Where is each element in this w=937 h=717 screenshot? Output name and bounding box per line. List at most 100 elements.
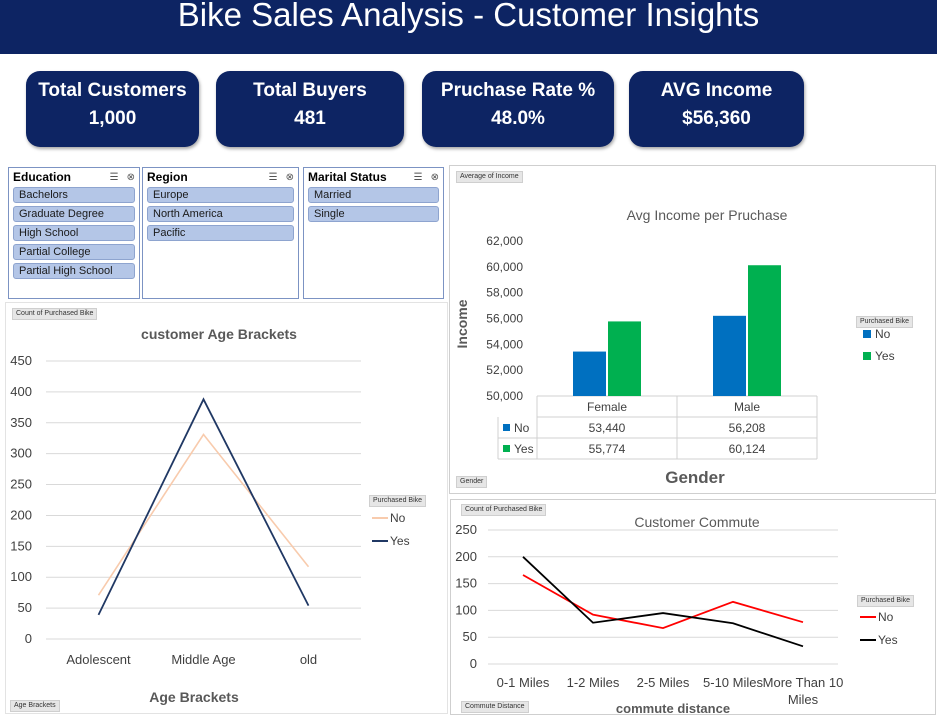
x-tick-label: More Than 10 (763, 675, 844, 690)
age-chart-panel: Count of Purchased Bike Purchased Bike A… (5, 302, 448, 714)
kpi-label: Total Customers (38, 80, 187, 101)
y-tick-label: 58,000 (486, 286, 523, 300)
x-tick-label: 0-1 Miles (497, 675, 550, 690)
pivot-legend-button[interactable]: Purchased Bike (369, 495, 427, 507)
y-tick-label: 50,000 (486, 389, 523, 403)
multi-select-icon[interactable]: ☰ (413, 171, 423, 183)
slicer-item-married[interactable]: Married (308, 187, 439, 203)
x-tick-label: Miles (788, 692, 819, 707)
legend-label: Yes (390, 534, 410, 548)
y-tick-label: 0 (25, 631, 32, 646)
income-chart-panel: Average of Income Purchased Bike Gender … (449, 165, 936, 494)
y-tick-label: 450 (10, 353, 32, 368)
slicer-item-partial-college[interactable]: Partial College (13, 244, 135, 260)
legend-key (863, 352, 871, 360)
slicer-region: Region ☰ ⊗ Europe North America Pacific (142, 167, 299, 299)
y-tick-label: 250 (10, 477, 32, 492)
x-tick-label: old (300, 652, 317, 667)
legend-key (863, 330, 871, 338)
y-tick-label: 56,000 (486, 312, 523, 326)
multi-select-icon[interactable]: ☰ (268, 171, 278, 183)
commute-chart-panel: Count of Purchased Bike Purchased Bike C… (450, 499, 936, 716)
slicer-item-partial-high-school[interactable]: Partial High School (13, 263, 135, 279)
clear-filter-icon[interactable]: ⊗ (430, 171, 439, 183)
pivot-axis-button[interactable]: Gender (456, 476, 488, 488)
pivot-legend-button[interactable]: Purchased Bike (857, 595, 915, 607)
series-line-no (97, 433, 310, 596)
pivot-axis-button[interactable]: Age Brackets (10, 700, 60, 712)
slicer-title: Marital Status (308, 170, 387, 184)
y-tick-label: 250 (455, 522, 477, 537)
pivot-legend-button[interactable]: Purchased Bike (856, 316, 914, 328)
pivot-axis-button[interactable]: Commute Distance (461, 701, 529, 713)
age-line-chart: customer Age Brackets Age Brackets 0 50 10… (10, 326, 410, 705)
legend-label: Yes (878, 633, 898, 647)
table-legend-key (503, 445, 510, 452)
x-tick-label: 5-10 Miles (703, 675, 763, 690)
y-tick-label: 100 (10, 569, 32, 584)
commute-line-chart: Customer Commute commute distance 0 50 100… (455, 514, 898, 716)
multi-select-icon[interactable]: ☰ (109, 171, 119, 183)
slicer-item-single[interactable]: Single (308, 206, 439, 222)
x-axis-label: Age Brackets (149, 689, 239, 705)
pivot-value-button[interactable]: Count of Purchased Bike (461, 504, 547, 516)
title-banner: Bike Sales Analysis - Customer Insights (0, 0, 937, 54)
slicer-title: Region (147, 170, 188, 184)
kpi-total-customers: Total Customers 1,000 (26, 71, 199, 147)
y-tick-label: 50 (18, 600, 32, 615)
slicer-item-north-america[interactable]: North America (147, 206, 294, 222)
y-tick-label: 100 (455, 602, 477, 617)
bar-no-female (573, 351, 606, 396)
kpi-total-buyers: Total Buyers 481 (216, 71, 404, 147)
table-legend-key (503, 424, 510, 431)
kpi-purchase-rate: Pruchase Rate % 48.0% (422, 71, 614, 147)
dashboard-title: Bike Sales Analysis - Customer Insights (177, 0, 760, 33)
kpi-avg-income: AVG Income $56,360 (629, 71, 804, 147)
chart-title: Customer Commute (634, 514, 759, 530)
slicer-item-bachelors[interactable]: Bachelors (13, 187, 135, 203)
clear-filter-icon[interactable]: ⊗ (126, 171, 135, 183)
chart-title: Avg Income per Pruchase (627, 207, 788, 223)
y-tick-label: 150 (10, 538, 32, 553)
y-tick-label: 200 (10, 507, 32, 522)
y-tick-label: 300 (10, 446, 32, 461)
x-tick-label: 1-2 Miles (567, 675, 620, 690)
income-bar-chart: Avg Income per Pruchase Income Gender 50… (454, 207, 895, 487)
clear-filter-icon[interactable]: ⊗ (285, 171, 294, 183)
y-tick-label: 400 (10, 384, 32, 399)
x-tick-label: Female (587, 400, 627, 414)
y-tick-label: 200 (455, 549, 477, 564)
x-tick-label: 2-5 Miles (637, 675, 690, 690)
kpi-label: Pruchase Rate % (440, 80, 596, 101)
y-tick-label: 62,000 (486, 234, 523, 248)
x-axis-label: Gender (665, 468, 725, 487)
data-label: 60,124 (729, 442, 766, 456)
slicer-item-graduate-degree[interactable]: Graduate Degree (13, 206, 135, 222)
y-tick-label: 52,000 (486, 363, 523, 377)
bar-yes-male (748, 265, 781, 396)
table-series-name: Yes (514, 442, 534, 456)
data-label: 56,208 (729, 421, 766, 435)
x-tick-label: Adolescent (66, 652, 131, 667)
x-axis-label: commute distance (616, 701, 730, 716)
pivot-value-button[interactable]: Count of Purchased Bike (12, 308, 98, 320)
series-line-yes (97, 397, 310, 616)
pivot-value-button[interactable]: Average of Income (456, 171, 523, 183)
kpi-label: Total Buyers (253, 80, 367, 101)
y-tick-label: 60,000 (486, 260, 523, 274)
y-tick-label: 350 (10, 415, 32, 430)
slicer-education: Education ☰ ⊗ Bachelors Graduate Degree … (8, 167, 140, 299)
data-label: 53,440 (589, 421, 626, 435)
y-tick-label: 50 (463, 629, 477, 644)
chart-title: customer Age Brackets (141, 326, 297, 342)
x-tick-label: Male (734, 400, 760, 414)
y-tick-label: 150 (455, 576, 477, 591)
series-line-yes (522, 556, 804, 648)
slicer-item-pacific[interactable]: Pacific (147, 225, 294, 241)
legend-label: Yes (875, 349, 895, 363)
slicer-item-high-school[interactable]: High School (13, 225, 135, 241)
kpi-value: 48.0% (491, 108, 545, 129)
kpi-value: 1,000 (88, 108, 137, 129)
series-line-no (522, 574, 804, 630)
slicer-item-europe[interactable]: Europe (147, 187, 294, 203)
